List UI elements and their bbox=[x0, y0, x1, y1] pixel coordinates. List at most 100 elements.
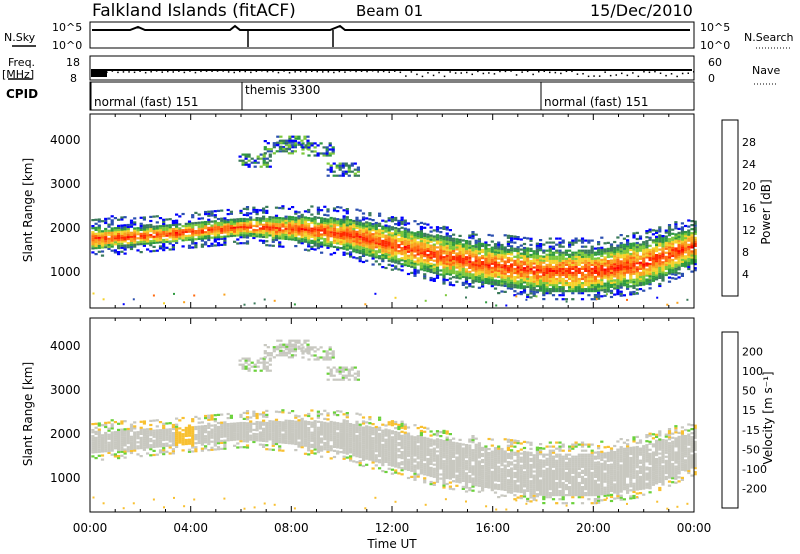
power-cell bbox=[175, 213, 179, 216]
power-cell bbox=[674, 225, 678, 228]
power-cell bbox=[497, 292, 501, 295]
power-cell bbox=[297, 221, 301, 224]
velocity-cell bbox=[349, 425, 353, 428]
power-cell bbox=[677, 248, 681, 251]
power-cell bbox=[690, 246, 694, 249]
power-cell bbox=[287, 228, 291, 231]
velocity-cell bbox=[365, 455, 369, 458]
velocity-cell bbox=[262, 443, 266, 446]
power-cell bbox=[300, 236, 304, 239]
power-cell bbox=[613, 240, 617, 244]
velocity-cell bbox=[316, 416, 320, 419]
power-cell bbox=[632, 264, 636, 267]
power-cell bbox=[332, 217, 337, 220]
power-cell bbox=[313, 150, 317, 153]
power-cell bbox=[484, 269, 488, 272]
power-cell bbox=[532, 266, 536, 269]
power-cell bbox=[687, 233, 691, 236]
power-cell bbox=[597, 251, 601, 254]
power-cell bbox=[152, 249, 156, 253]
power-cell bbox=[564, 267, 568, 270]
power-cell bbox=[577, 292, 581, 295]
power-cell bbox=[558, 259, 562, 262]
power-cell bbox=[328, 144, 332, 147]
power-cell bbox=[503, 276, 507, 279]
power-cell bbox=[165, 238, 169, 241]
power-cell bbox=[629, 271, 633, 274]
power-cell bbox=[632, 278, 636, 281]
power-cell bbox=[658, 264, 662, 267]
velocity-cell bbox=[287, 434, 291, 437]
power-cell bbox=[104, 236, 108, 239]
power-cell bbox=[113, 251, 117, 254]
power-cell bbox=[477, 242, 481, 245]
power-cell bbox=[558, 286, 562, 289]
velocity-cell bbox=[213, 420, 217, 423]
velocity-cell bbox=[223, 435, 227, 438]
power-cell bbox=[200, 239, 204, 242]
power-cell bbox=[638, 267, 643, 270]
velocity-cell bbox=[236, 434, 240, 437]
power-cell bbox=[600, 264, 604, 268]
power-cell bbox=[481, 281, 485, 284]
velocity-cell bbox=[310, 409, 314, 412]
velocity-cell bbox=[220, 435, 224, 438]
power-cell bbox=[244, 163, 248, 166]
power-cell bbox=[265, 205, 269, 208]
velocity-cell bbox=[123, 428, 127, 431]
power-cell bbox=[693, 226, 697, 229]
power-cell bbox=[584, 279, 588, 283]
power-cell bbox=[571, 263, 575, 266]
power-cell bbox=[158, 245, 163, 248]
power-cell bbox=[651, 259, 655, 262]
power-cell bbox=[477, 252, 481, 255]
power-cell bbox=[403, 243, 407, 246]
power-cell bbox=[310, 227, 314, 230]
power-cell bbox=[187, 224, 192, 227]
velocity-cell bbox=[194, 415, 198, 418]
velocity-cell bbox=[358, 423, 362, 426]
power-cell bbox=[690, 228, 694, 231]
power-cell bbox=[519, 270, 523, 273]
power-cell bbox=[632, 232, 636, 235]
power-cell bbox=[510, 271, 514, 274]
power-cell bbox=[667, 240, 672, 243]
power-cell bbox=[484, 277, 488, 280]
power-cell bbox=[197, 231, 201, 234]
velocity-cell bbox=[294, 420, 298, 423]
power-cell bbox=[142, 224, 146, 227]
velocity-cell bbox=[142, 436, 146, 439]
power-cell bbox=[332, 225, 337, 228]
power-cell bbox=[432, 271, 436, 274]
power-cell bbox=[468, 262, 472, 265]
power-cell bbox=[410, 271, 414, 274]
power-cell bbox=[252, 210, 256, 213]
power-cell bbox=[288, 145, 292, 148]
velocity-cell bbox=[265, 438, 269, 441]
power-cell bbox=[158, 217, 163, 220]
velocity-cell bbox=[300, 436, 304, 439]
power-cell bbox=[152, 237, 156, 240]
power-cell bbox=[619, 286, 623, 289]
power-cell bbox=[503, 266, 507, 269]
velocity-cell bbox=[336, 424, 340, 427]
power-cell bbox=[603, 284, 607, 287]
power-cell bbox=[667, 232, 672, 235]
power-cell bbox=[291, 220, 295, 223]
freq-label-1: Freq. bbox=[8, 56, 35, 69]
power-cell bbox=[609, 275, 614, 278]
power-cell bbox=[535, 281, 539, 284]
power-cell bbox=[609, 285, 614, 288]
velocity-cell bbox=[107, 449, 111, 452]
power-cell bbox=[210, 236, 214, 239]
power-cell bbox=[439, 249, 443, 252]
power-cell bbox=[461, 259, 465, 262]
power-cell bbox=[245, 222, 250, 225]
power-cell bbox=[329, 223, 333, 226]
velocity-cell bbox=[162, 430, 166, 433]
power-cell bbox=[287, 207, 291, 210]
power-cell bbox=[619, 266, 623, 269]
power-cell bbox=[155, 231, 159, 234]
power-cell bbox=[671, 267, 675, 270]
power-cell bbox=[123, 232, 127, 235]
